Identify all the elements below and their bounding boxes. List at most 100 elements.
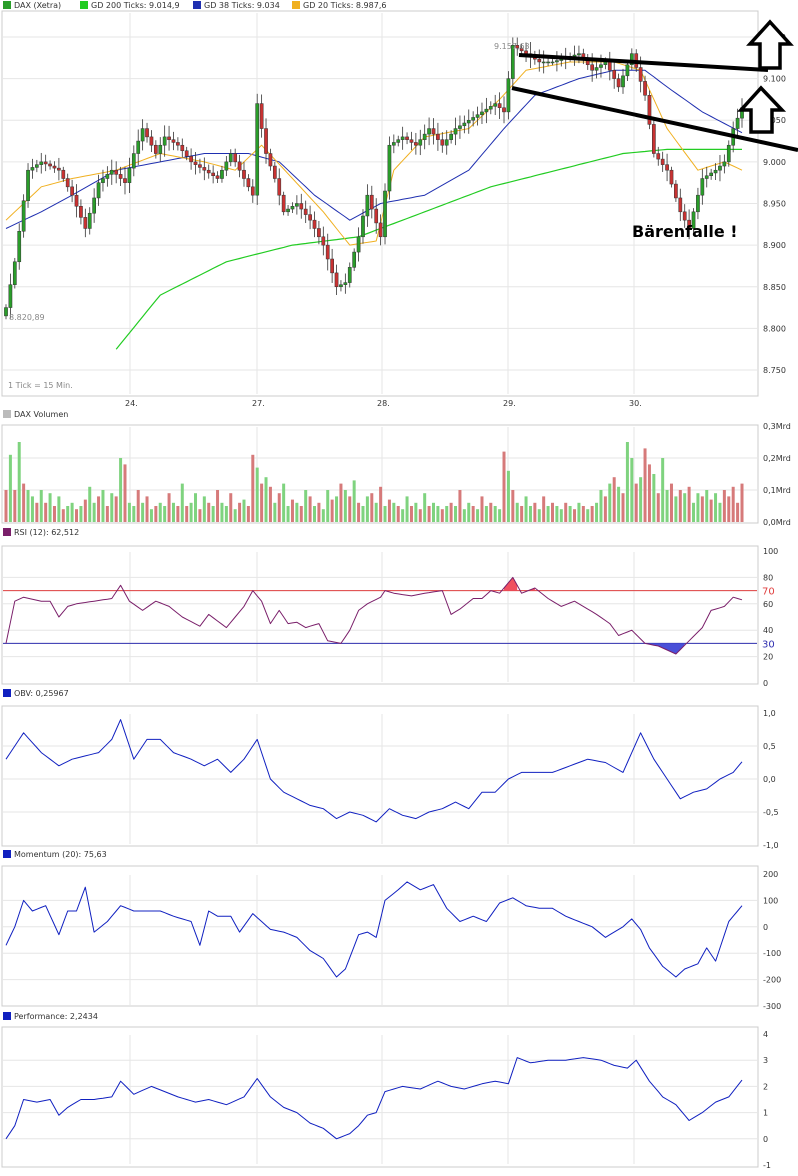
volume-bar bbox=[559, 509, 563, 522]
candle-body bbox=[502, 107, 506, 113]
candle-body bbox=[365, 194, 370, 217]
volume-bar bbox=[114, 496, 118, 522]
volume-bar bbox=[308, 496, 312, 522]
rsi-70-label: 70 bbox=[762, 587, 775, 598]
obv-panel-frame bbox=[1, 705, 759, 847]
volume-bar bbox=[700, 496, 704, 522]
volume-bar bbox=[374, 502, 378, 522]
volume-bar bbox=[383, 506, 387, 522]
volume-bar bbox=[471, 506, 475, 522]
date-tick-label: 28. bbox=[377, 399, 390, 408]
price-candles bbox=[4, 37, 744, 320]
volume-bar bbox=[39, 490, 43, 522]
obv-panel: OBV: 0,25967 -1,0 -0,5 0,0 0,5 1,0 bbox=[1, 689, 779, 850]
performance-y-tick-label: 4 bbox=[763, 1030, 768, 1039]
candle-body bbox=[224, 161, 229, 171]
candle-body bbox=[506, 78, 511, 113]
volume-bar bbox=[26, 490, 30, 522]
performance-path bbox=[5, 1057, 743, 1140]
volume-bar bbox=[229, 493, 233, 522]
volume-bar bbox=[656, 493, 660, 522]
price-y-tick-label: 8.800 bbox=[763, 324, 786, 333]
candle-body bbox=[444, 139, 449, 146]
obv-line bbox=[5, 719, 743, 823]
volume-bar bbox=[533, 502, 537, 522]
volume-bar bbox=[617, 486, 621, 522]
candle-body bbox=[87, 212, 92, 229]
volume-bar bbox=[30, 496, 34, 522]
volume-bar bbox=[643, 448, 647, 522]
performance-y-tick-label: -1 bbox=[763, 1161, 771, 1170]
volume-bar bbox=[665, 490, 669, 522]
volume-bar bbox=[736, 502, 740, 522]
candle-body bbox=[682, 211, 687, 221]
candle-body bbox=[480, 111, 484, 115]
candle-body bbox=[696, 194, 700, 213]
arrow-up-icon bbox=[746, 19, 794, 70]
volume-bar bbox=[66, 506, 70, 522]
candle-body bbox=[308, 214, 312, 221]
volume-bar bbox=[216, 490, 220, 522]
candle-body bbox=[625, 64, 630, 77]
price-y-tick-label: 8.850 bbox=[763, 283, 786, 292]
candle-body bbox=[409, 139, 414, 143]
price-y-tick-label: 9.050 bbox=[763, 116, 786, 125]
volume-bar bbox=[268, 486, 272, 522]
volume-bar bbox=[740, 483, 744, 522]
candle-body bbox=[215, 175, 220, 179]
volume-bar bbox=[705, 490, 709, 522]
volume-bar bbox=[123, 464, 127, 522]
volume-bar bbox=[674, 496, 678, 522]
volume-bar bbox=[647, 464, 651, 522]
candle-body bbox=[431, 128, 436, 135]
volume-bar bbox=[92, 502, 96, 522]
volume-bar bbox=[158, 502, 162, 522]
volume-bar bbox=[542, 496, 546, 522]
volume-bar bbox=[652, 474, 656, 522]
volume-bar bbox=[502, 451, 506, 522]
volume-bar bbox=[436, 506, 440, 522]
candle-body bbox=[149, 136, 154, 146]
rsi-overbought-fill bbox=[504, 577, 518, 591]
volume-bar bbox=[520, 506, 524, 522]
volume-bar bbox=[277, 493, 281, 522]
volume-bar bbox=[194, 493, 198, 522]
candle-body bbox=[546, 61, 550, 64]
volume-bar bbox=[731, 486, 735, 522]
volume-bar bbox=[595, 502, 599, 522]
volume-bar bbox=[70, 502, 74, 522]
momentum-y-axis: -300 -200 -100 0 100 200 bbox=[763, 870, 781, 1011]
momentum-panel: Momentum (20): 75,63 -300 -200 -100 0 100 200 bbox=[1, 850, 781, 1011]
candle-body bbox=[497, 103, 502, 109]
performance-y-tick-label: 1 bbox=[763, 1109, 768, 1118]
volume-bar bbox=[220, 502, 224, 522]
volume-bar bbox=[207, 502, 211, 522]
obv-y-tick-label: -0,5 bbox=[763, 808, 779, 817]
volume-bar bbox=[35, 502, 39, 522]
volume-bar bbox=[625, 442, 629, 522]
high-value-label: 9.157,63 bbox=[494, 42, 530, 51]
volume-bar bbox=[83, 499, 87, 522]
volume-bar bbox=[458, 490, 462, 522]
candle-body bbox=[735, 117, 740, 129]
candle-body bbox=[114, 169, 119, 175]
candle-body bbox=[515, 45, 520, 49]
volume-bar bbox=[392, 502, 396, 522]
candle-body bbox=[295, 203, 299, 207]
performance-y-axis: -1 0 1 2 3 4 bbox=[763, 1030, 771, 1170]
candle-body bbox=[391, 142, 396, 146]
volume-bar bbox=[581, 506, 585, 522]
candle-body bbox=[519, 47, 524, 52]
candle-body bbox=[537, 58, 542, 63]
candle-body bbox=[400, 136, 405, 140]
candle-body bbox=[383, 190, 387, 238]
candle-body bbox=[621, 75, 625, 88]
volume-bar bbox=[176, 506, 180, 522]
candle-body bbox=[629, 53, 634, 65]
volume-bar bbox=[678, 490, 682, 522]
volume-bar bbox=[612, 477, 616, 522]
candle-body bbox=[704, 175, 709, 179]
volume-bar bbox=[105, 506, 109, 522]
candle-body bbox=[643, 81, 647, 96]
